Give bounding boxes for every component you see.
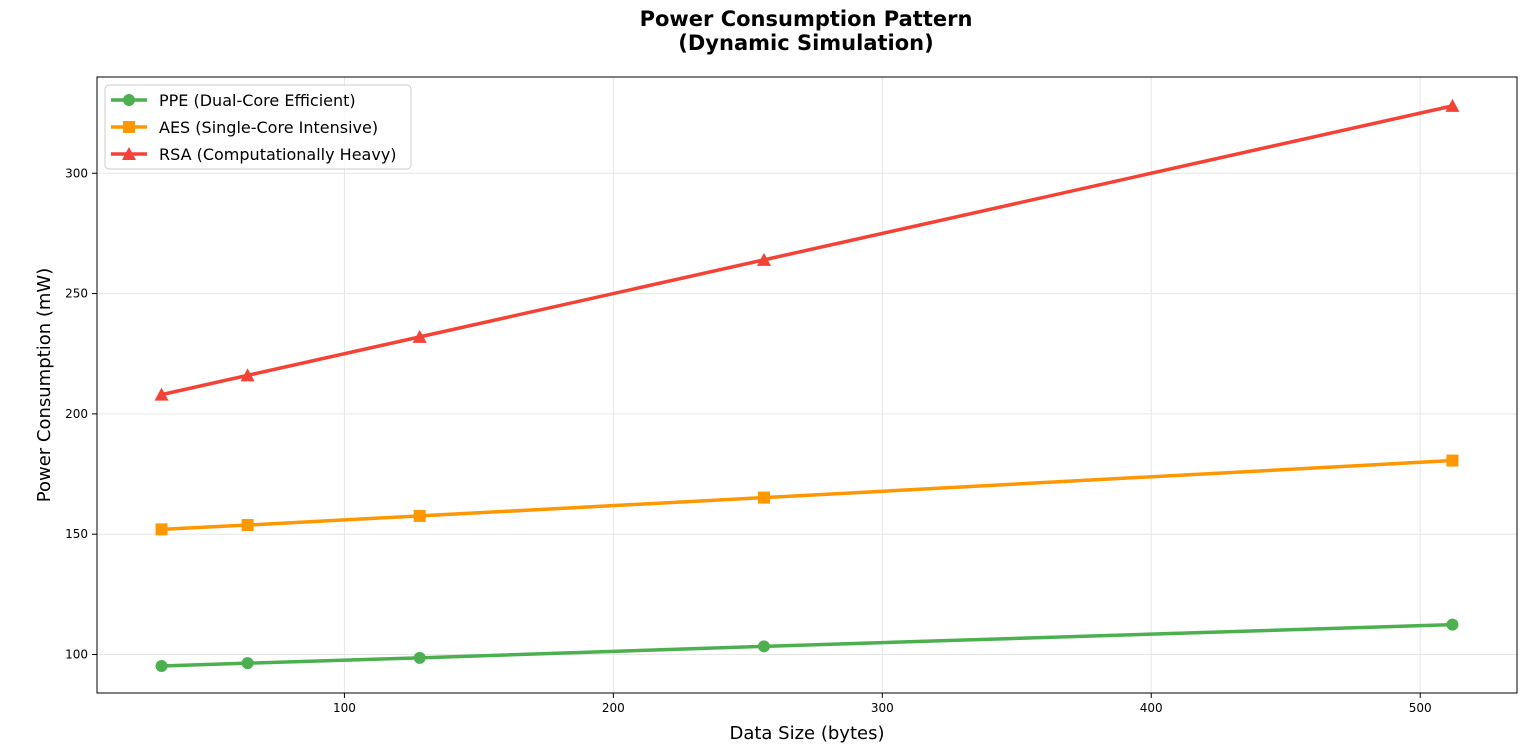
data-point — [155, 660, 168, 673]
legend-frame — [104, 84, 412, 170]
legend-label-0: PPE (Dual-Core Efficient) — [159, 91, 356, 110]
x-tick-label: 400 — [1140, 701, 1163, 715]
data-point — [1446, 454, 1459, 467]
grid — [97, 77, 1517, 693]
y-axis-ticks: 100 150 200 250 300 — [65, 166, 97, 662]
y-axis-label: Power Consumption (mW) — [34, 268, 55, 502]
y-tick-label: 250 — [65, 287, 88, 301]
legend-label-1: AES (Single-Core Intensive) — [159, 118, 378, 137]
data-point — [241, 657, 254, 670]
legend-marker-0 — [123, 94, 135, 106]
series-line-0 — [159, 622, 1455, 668]
series-layer — [154, 98, 1460, 673]
y-tick-label: 200 — [65, 407, 88, 421]
data-point — [757, 640, 770, 653]
y-tick-label: 100 — [65, 648, 88, 662]
x-axis-label: Data Size (bytes) — [729, 723, 884, 744]
series-square-group — [155, 454, 1459, 536]
legend-marker-2 — [122, 147, 136, 160]
data-point — [241, 519, 254, 532]
data-point — [1445, 98, 1460, 112]
legend-marker-1 — [123, 121, 135, 133]
data-point — [155, 523, 168, 536]
data-point — [412, 329, 427, 343]
x-tick-label: 300 — [871, 701, 894, 715]
x-tick-label: 200 — [602, 701, 625, 715]
data-point — [1446, 618, 1459, 631]
series-triangle-group — [154, 98, 1460, 401]
data-point — [154, 387, 169, 401]
plot-area-frame — [96, 76, 1518, 694]
data-point — [413, 651, 426, 664]
series-circle-group — [155, 618, 1459, 673]
x-tick-label: 100 — [333, 701, 356, 715]
data-point — [757, 491, 770, 504]
data-point — [413, 509, 426, 522]
y-tick-label: 300 — [65, 166, 88, 180]
legend: PPE (Dual-Core Efficient) AES (Single-Cor… — [104, 84, 412, 170]
legend-label-2: RSA (Computationally Heavy) — [159, 145, 397, 164]
chart-title-line-1: Power Consumption Pattern — [640, 7, 973, 31]
data-point — [240, 368, 255, 382]
series-line-1 — [159, 458, 1455, 532]
y-tick-label: 150 — [65, 527, 88, 541]
chart-title-line-2: (Dynamic Simulation) — [678, 31, 933, 55]
x-tick-label: 500 — [1409, 701, 1432, 715]
x-axis-ticks: 100 200 300 400 500 — [333, 693, 1432, 715]
data-point — [756, 252, 771, 266]
